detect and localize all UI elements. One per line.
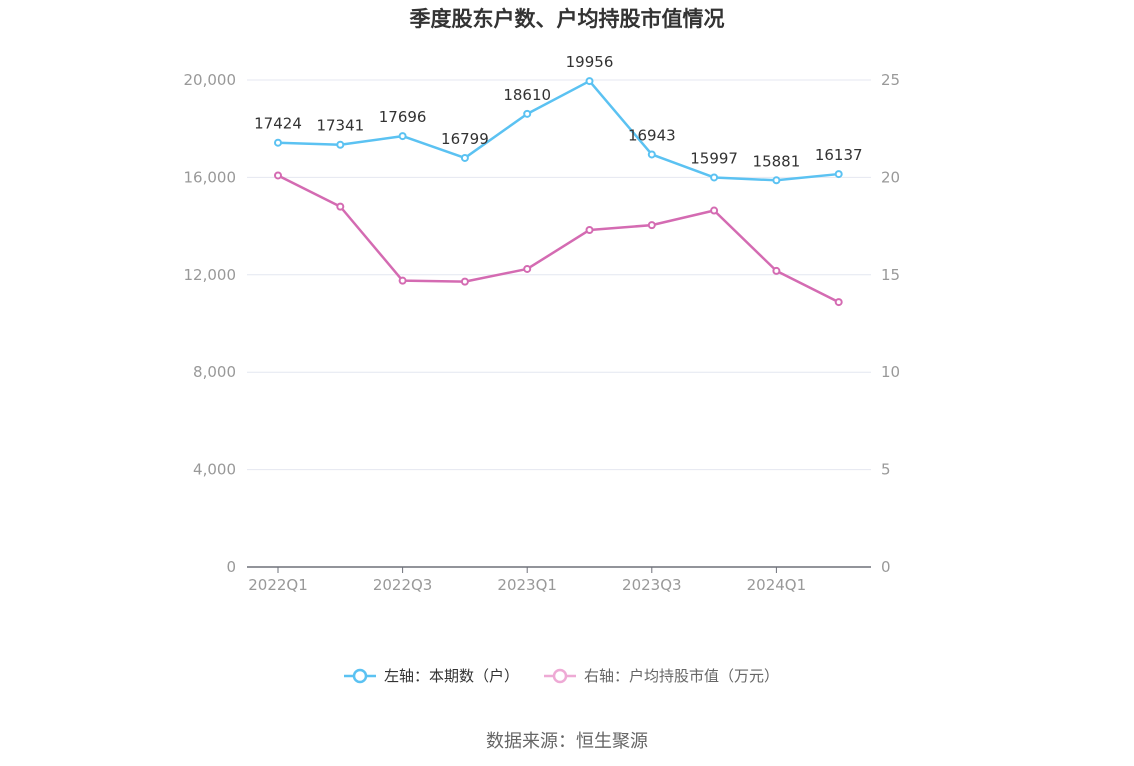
series-0-point[interactable] <box>336 140 345 149</box>
x-axis-ticks: 2022Q1 2022Q3 2023Q1 2023Q3 2024Q1 <box>248 567 806 594</box>
legend-item-left-series[interactable]: 左轴：本期数（户） <box>344 667 519 685</box>
source-note: 数据来源：恒生聚源 <box>486 731 648 752</box>
data-label: 15997 <box>690 149 738 167</box>
series-1-point[interactable] <box>460 277 469 286</box>
left-tick-label: 12,000 <box>184 266 237 284</box>
data-label: 17341 <box>316 117 364 135</box>
legend-marker-left <box>352 668 368 684</box>
left-tick-label: 0 <box>226 558 236 576</box>
right-axis-ticks: 0 5 10 15 20 25 <box>881 71 900 576</box>
series-0-point[interactable] <box>585 77 594 86</box>
legend-label-right: 右轴：户均持股市值（万元） <box>584 667 779 685</box>
data-label: 16799 <box>441 130 489 148</box>
series-1-point[interactable] <box>336 202 345 211</box>
data-label: 19956 <box>566 53 614 71</box>
right-tick-label: 20 <box>881 168 900 186</box>
left-axis-ticks: 0 4,000 8,000 12,000 16,000 20,000 <box>184 71 237 576</box>
chart-title: 季度股东户数、户均持股市值情况 <box>410 7 725 31</box>
series-1-point[interactable] <box>585 225 594 234</box>
series-line-0 <box>277 79 839 182</box>
right-tick-label: 15 <box>881 266 900 284</box>
left-tick-label: 16,000 <box>184 168 237 186</box>
grid <box>247 79 871 471</box>
left-tick-label: 4,000 <box>193 461 236 479</box>
series <box>274 77 843 307</box>
series-1-point[interactable] <box>710 206 719 215</box>
right-tick-label: 10 <box>881 363 900 381</box>
series-1-point[interactable] <box>523 264 532 273</box>
legend: 左轴：本期数（户） 右轴：户均持股市值（万元） <box>344 667 779 685</box>
series-1-point[interactable] <box>834 298 843 307</box>
legend-item-right-series[interactable]: 右轴：户均持股市值（万元） <box>544 667 779 685</box>
legend-marker-right <box>552 668 568 684</box>
x-tick-label: 2022Q3 <box>373 576 433 594</box>
left-tick-label: 20,000 <box>184 71 237 89</box>
data-label: 18610 <box>503 86 551 104</box>
series-0-point[interactable] <box>274 138 282 147</box>
series-0-point[interactable] <box>398 132 407 141</box>
x-tick-label: 2023Q3 <box>622 576 682 594</box>
series-0-point[interactable] <box>772 176 781 185</box>
series-0-point[interactable] <box>834 170 843 179</box>
data-label: 16943 <box>628 126 676 144</box>
data-label: 16137 <box>815 146 863 164</box>
right-tick-label: 25 <box>881 71 900 89</box>
series-0-point[interactable] <box>523 109 532 118</box>
x-tick-label: 2023Q1 <box>497 576 557 594</box>
x-tick-label: 2024Q1 <box>747 576 807 594</box>
series-line-1 <box>277 174 840 304</box>
series-1-point[interactable] <box>772 266 781 275</box>
right-tick-label: 5 <box>881 461 891 479</box>
left-tick-label: 8,000 <box>193 363 236 381</box>
data-label: 15881 <box>753 152 801 170</box>
series-0-point[interactable] <box>460 153 469 162</box>
series-0-point[interactable] <box>710 173 719 182</box>
series-1-point[interactable] <box>398 276 407 285</box>
series-1-point[interactable] <box>274 171 282 180</box>
legend-label-left: 左轴：本期数（户） <box>384 667 519 685</box>
data-labels: 17424 17341 17696 16799 18610 19956 16943 15997… <box>254 53 862 170</box>
series-0-point[interactable] <box>647 150 656 159</box>
data-label: 17424 <box>254 115 302 133</box>
data-label: 17696 <box>379 108 427 126</box>
series-1-point[interactable] <box>647 221 656 230</box>
x-tick-label: 2022Q1 <box>248 576 308 594</box>
right-tick-label: 0 <box>881 558 891 576</box>
